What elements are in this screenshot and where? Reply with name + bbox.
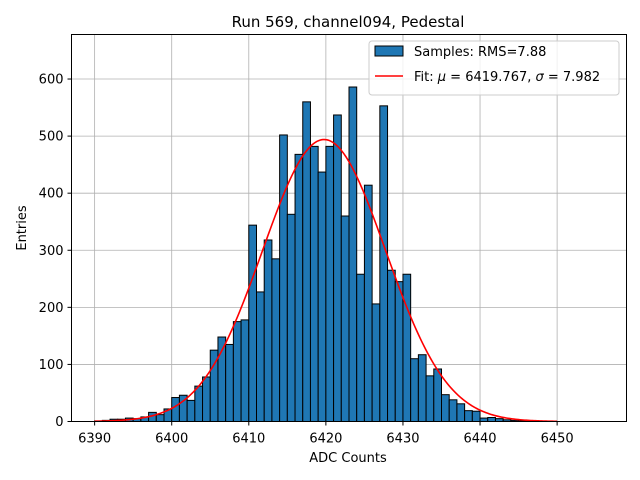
legend-samples-swatch: [374, 45, 404, 57]
histogram-bar: [464, 410, 473, 423]
histogram-bar: [479, 417, 489, 423]
x-axis-title: ADC Counts: [309, 451, 387, 466]
x-tick-label: 6400: [155, 432, 188, 447]
y-tick-label: 200: [39, 301, 64, 316]
histogram-bar: [487, 417, 496, 423]
histogram-bar: [363, 184, 373, 422]
histogram-bar: [155, 414, 165, 423]
histogram-bar: [340, 215, 350, 422]
plot-frame: [71, 34, 627, 422]
histogram-bar: [202, 376, 211, 422]
histogram-bar: [232, 321, 242, 423]
x-tick-label: 6410: [232, 432, 265, 447]
y-axis: 0 100 200 300 400 500 600: [39, 73, 72, 430]
x-tick-label: 6420: [309, 432, 342, 447]
y-tick-label: 300: [39, 244, 64, 259]
legend: Samples: RMS=7.88 Fit: μ = 6419.767, σ =…: [368, 40, 620, 96]
histogram-bar: [417, 354, 427, 423]
histogram-bar: [348, 86, 358, 422]
histogram-bar: [279, 134, 288, 422]
legend-fit-label: Fit: μ = 6419.767, σ = 7.982: [414, 70, 600, 85]
legend-fit-suffix: = 7.982: [544, 70, 600, 85]
histogram-bar: [186, 399, 196, 422]
y-tick-label: 500: [39, 130, 64, 145]
y-tick-label: 400: [39, 187, 64, 202]
histogram-bar: [456, 403, 466, 422]
histogram-bar: [448, 399, 458, 422]
legend-fit-prefix: Fit:: [414, 70, 438, 85]
histogram-bars: [94, 86, 535, 423]
histogram-bar: [379, 105, 389, 423]
histogram-bar: [294, 153, 304, 423]
y-tick-label: 100: [39, 358, 64, 373]
histogram-bar: [263, 239, 273, 422]
histogram-bar: [402, 273, 412, 423]
legend-fit-sigma-symbol: σ: [536, 70, 545, 85]
histogram-bar: [171, 397, 180, 423]
x-tick-label: 6440: [463, 432, 496, 447]
histogram-bar: [309, 145, 319, 422]
histogram-bar: [356, 273, 365, 423]
histogram-bar: [371, 303, 381, 422]
x-tick-label: 6450: [541, 432, 574, 447]
histogram-bar: [240, 319, 250, 422]
x-axis: 6390 6400 6410 6420 6430 6440 6450: [78, 421, 574, 447]
y-axis-title: Entries: [15, 205, 30, 251]
histogram-bar: [286, 213, 296, 422]
histogram-bar: [433, 368, 442, 422]
y-tick-label: 0: [55, 415, 63, 430]
x-tick-label: 6390: [78, 432, 111, 447]
histogram-bar: [271, 258, 281, 422]
fit-curve: [94, 138, 558, 423]
chart-title: Run 569, channel094, Pedestal: [232, 13, 465, 31]
histogram-bar: [333, 114, 342, 422]
histogram-bar: [387, 269, 396, 423]
x-tick-label: 6430: [386, 432, 419, 447]
legend-fit-mu-symbol: μ: [437, 70, 446, 85]
legend-samples-label: Samples: RMS=7.88: [414, 45, 546, 60]
histogram-bar: [317, 171, 327, 422]
histogram-bar: [394, 281, 404, 423]
histogram-bar: [248, 224, 258, 422]
histogram-bar: [194, 385, 204, 423]
histogram-bar: [225, 343, 234, 422]
histogram-bar: [441, 394, 450, 423]
histogram-bar: [471, 410, 481, 423]
legend-fit-mid: = 6419.767,: [446, 70, 535, 85]
legend-box: [368, 40, 620, 96]
histogram-bar: [410, 358, 419, 423]
histogram-bar: [325, 145, 335, 422]
histogram-bar: [425, 375, 435, 422]
histogram-bar: [256, 291, 265, 422]
y-tick-label: 600: [39, 73, 64, 88]
